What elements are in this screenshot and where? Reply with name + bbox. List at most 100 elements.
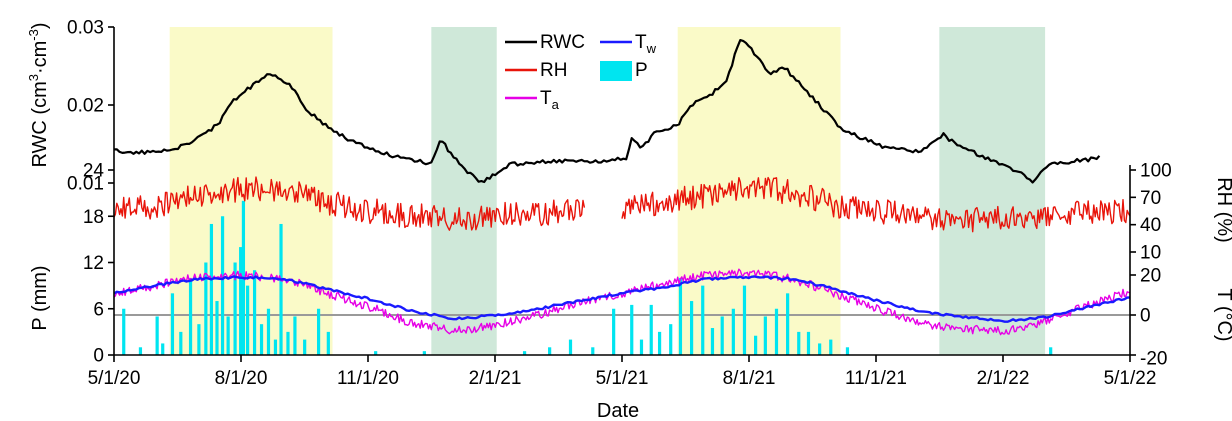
legend-label-sub-4: a [552, 97, 560, 112]
legend-swatch-3 [600, 61, 632, 81]
p-bar-37 [657, 331, 662, 355]
x-tick-label-4: 5/1/21 [596, 368, 649, 389]
rh-tick-label-2: 70 [1140, 188, 1161, 209]
legend-label-0: RWC [540, 32, 585, 53]
p-bar-36 [649, 304, 653, 355]
rwc-axis-label-mid: ·cm [29, 41, 51, 74]
rwc-axis-label: RWC (cm3·cm-3) [26, 22, 51, 167]
x-tick-label-2: 11/1/20 [337, 368, 399, 389]
p-bar-11 [220, 216, 225, 355]
p-bar-53 [829, 339, 833, 355]
p-bar-49 [786, 293, 790, 355]
shaded-period-1 [431, 27, 497, 355]
p-bar-33 [612, 308, 616, 355]
x-tick-label-0: 5/1/20 [88, 368, 141, 389]
p-bar-20 [273, 339, 278, 355]
p-bar-16 [246, 285, 250, 355]
p-bar-45 [742, 285, 747, 355]
rwc-tick-label-1: 0.02 [67, 96, 104, 117]
series-line-rh [113, 176, 1131, 233]
p-bar-47 [763, 316, 767, 355]
p-bar-24 [303, 339, 307, 355]
rwc-tick-label-2: 0.03 [67, 18, 104, 39]
rh-axis-label: RH (%) [1213, 177, 1232, 243]
p-bar-14 [239, 247, 243, 355]
p-bar-35 [639, 339, 644, 355]
p-bar-34 [630, 304, 634, 355]
rwc-axis-label-end: ) [29, 22, 51, 29]
p-bar-50 [797, 331, 801, 355]
p-bar-18 [259, 324, 264, 355]
p-tick-label-3: 18 [83, 207, 104, 228]
p-bar-39 [678, 277, 683, 355]
x-tick-label-3: 2/1/21 [469, 368, 522, 389]
p-bar-29 [522, 351, 527, 355]
p-bar-1 [138, 347, 143, 355]
rwc-axis-label-main: RWC (cm [29, 81, 51, 167]
p-bar-26 [326, 331, 330, 355]
p-tick-label-1: 6 [93, 299, 104, 320]
t-tick-label-2: 20 [1140, 266, 1161, 287]
p-tick-label-2: 12 [83, 253, 104, 274]
p-bar-4 [170, 293, 175, 355]
p-bar-28 [422, 351, 426, 355]
p-bar-51 [806, 331, 811, 355]
p-bar-3 [161, 343, 165, 355]
p-tick-label-4: 24 [83, 161, 105, 182]
p-bar-54 [845, 347, 850, 355]
rwc-tick-label-0: 0.01 [67, 174, 104, 195]
p-bar-23 [293, 316, 297, 355]
p-bar-22 [286, 331, 290, 355]
p-bar-52 [818, 343, 822, 355]
series-line-rwc [113, 39, 1101, 184]
rh-tick-label-0: 10 [1140, 243, 1161, 264]
p-bar-0 [122, 308, 126, 355]
rh-tick-label-3: 100 [1140, 161, 1172, 182]
p-bar-38 [669, 324, 673, 355]
rwc-axis-label-sup1: 3 [26, 74, 41, 81]
p-bar-19 [266, 308, 271, 355]
p-bar-41 [701, 285, 705, 355]
x-tick-label-6: 11/1/21 [845, 368, 907, 389]
legend-label-2: RH [540, 60, 567, 81]
shaded-period-3 [939, 27, 1046, 355]
p-bar-40 [689, 301, 694, 355]
p-bar-32 [591, 347, 595, 355]
p-bar-10 [215, 301, 219, 355]
p-bar-2 [155, 316, 159, 355]
legend-label-1: Tw [635, 32, 657, 56]
x-tick-label-8: 5/1/22 [1104, 368, 1157, 389]
x-tick-label-7: 2/1/22 [977, 368, 1030, 389]
p-bar-46 [754, 335, 758, 355]
p-bar-5 [179, 331, 183, 355]
p-bar-27 [374, 351, 378, 355]
x-axis-label: Date [597, 400, 639, 421]
p-bar-48 [774, 308, 779, 355]
legend: RWC Tw RH P Ta [505, 32, 657, 112]
legend-label-4: Ta [540, 88, 560, 112]
p-bar-44 [731, 308, 735, 355]
p-tick-label-0: 0 [93, 346, 104, 367]
p-bar-42 [710, 328, 715, 355]
rh-tick-label-1: 40 [1140, 215, 1161, 236]
p-bar-6 [188, 277, 193, 355]
t-axis-label: T (°C) [1213, 288, 1232, 341]
p-bar-7 [197, 324, 201, 355]
x-tick-label-5: 8/1/21 [723, 368, 776, 389]
p-bar-21 [279, 223, 283, 355]
series-lines [113, 39, 1131, 336]
tick-labels: 5/1/20 8/1/20 11/1/20 2/1/21 5/1/21 8/1/21 11/… [67, 18, 1172, 390]
axes [108, 26, 1136, 362]
p-axis-label: P (mm) [29, 265, 51, 330]
p-bar-13 [233, 262, 237, 355]
p-bar-43 [720, 316, 724, 355]
p-bar-31 [568, 339, 573, 355]
rwc-axis-label-sup2: -3 [26, 29, 41, 41]
p-bar-12 [226, 316, 230, 355]
p-bar-55 [1049, 347, 1053, 355]
p-bar-17 [252, 270, 257, 355]
p-bar-25 [316, 308, 321, 355]
legend-label-sub-1: w [646, 41, 657, 56]
legend-label-3: P [635, 60, 648, 81]
